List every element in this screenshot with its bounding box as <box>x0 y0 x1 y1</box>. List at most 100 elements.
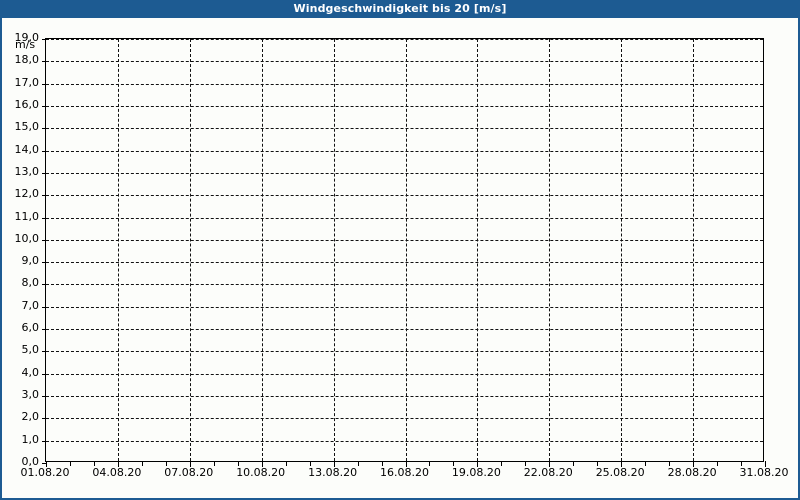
gridline-vertical <box>621 39 623 461</box>
x-axis-tick-minor <box>429 461 431 466</box>
y-axis-tick <box>42 396 46 398</box>
x-axis-tick-minor <box>453 461 455 466</box>
gridline-vertical <box>189 39 191 461</box>
gridline-horizontal <box>46 105 763 107</box>
gridline-horizontal <box>46 195 763 197</box>
gridline-horizontal <box>46 83 763 85</box>
x-axis-tick-label: 31.08.20 <box>739 466 789 479</box>
gridline-horizontal <box>46 217 763 219</box>
y-axis-tick-label: 7,0 <box>21 298 40 312</box>
x-axis-tick-major <box>333 461 335 467</box>
x-axis-tick-minor <box>669 461 671 466</box>
x-axis-tick-minor <box>165 461 167 466</box>
x-axis-tick-minor <box>237 461 239 466</box>
y-axis-tick-label: 14,0 <box>14 142 40 156</box>
x-axis-tick-major <box>765 461 766 467</box>
x-axis-tick-minor <box>381 461 383 466</box>
gridline-vertical <box>405 39 407 461</box>
y-axis-tick-label: 1,0 <box>21 432 40 446</box>
window-title-bar: Windgeschwindigkeit bis 20 [m/s] <box>0 0 800 18</box>
x-axis-tick-minor <box>525 461 527 466</box>
x-axis-tick-major <box>261 461 263 467</box>
x-axis-tick-major <box>477 461 479 467</box>
y-axis-tick <box>42 217 46 219</box>
y-axis-tick-label: 9,0 <box>21 254 40 268</box>
x-axis-tick-minor <box>573 461 575 466</box>
x-axis-tick-major <box>549 461 551 467</box>
x-axis-tick-major <box>46 461 47 467</box>
x-axis-tick-label: 25.08.20 <box>595 466 645 479</box>
y-axis-tick-label: 13,0 <box>14 164 40 178</box>
x-axis-tick-minor <box>717 461 719 466</box>
y-axis-tick <box>42 128 46 130</box>
y-axis-tick <box>42 39 46 40</box>
x-axis-tick-label: 16.08.20 <box>380 466 429 479</box>
y-axis-tick <box>42 239 46 241</box>
x-axis-tick-minor <box>645 461 647 466</box>
y-axis-tick-label: 10,0 <box>14 231 40 245</box>
y-axis-tick <box>42 105 46 107</box>
y-axis-tick-label: 18,0 <box>14 53 40 67</box>
x-axis-tick-label: 22.08.20 <box>523 466 573 479</box>
y-axis-tick-label: 5,0 <box>21 343 40 357</box>
y-axis-tick-label: 17,0 <box>14 75 40 89</box>
x-axis-tick-label: 01.08.20 <box>20 466 70 479</box>
y-axis-tick-label: 0,0 <box>21 455 40 468</box>
x-axis-tick-major <box>405 461 407 467</box>
gridline-vertical <box>261 39 263 461</box>
x-axis-tick-minor <box>357 461 359 466</box>
y-axis-tick-label: 11,0 <box>14 209 40 223</box>
gridline-vertical <box>549 39 551 461</box>
y-axis-tick <box>42 83 46 85</box>
y-axis-tick-label: 8,0 <box>21 276 40 290</box>
y-axis-tick <box>42 195 46 197</box>
gridline-horizontal <box>46 39 763 40</box>
y-axis-tick <box>42 306 46 308</box>
y-axis-tick-label: 12,0 <box>14 187 40 201</box>
x-axis-tick-major <box>117 461 119 467</box>
gridline-horizontal <box>46 172 763 174</box>
plot-area <box>42 38 766 467</box>
gridline-horizontal <box>46 239 763 241</box>
x-axis-tick-minor <box>741 461 743 466</box>
y-axis-unit-label: m/s <box>15 38 36 51</box>
y-axis-tick <box>42 172 46 174</box>
gridline-vertical <box>333 39 335 461</box>
x-axis-tick-major <box>621 461 623 467</box>
gridline-horizontal <box>46 61 763 63</box>
y-axis-tick <box>42 418 46 420</box>
gridline-horizontal <box>46 440 763 442</box>
y-axis-tick-label: 6,0 <box>21 321 40 335</box>
gridline-horizontal <box>46 373 763 375</box>
page-title: Windgeschwindigkeit bis 20 [m/s] <box>293 2 507 15</box>
x-axis-tick-major <box>693 461 695 467</box>
x-axis-tick-minor <box>141 461 143 466</box>
x-axis-tick-minor <box>285 461 287 466</box>
y-axis-tick <box>42 262 46 264</box>
x-axis-tick-minor <box>597 461 599 466</box>
x-axis-tick-minor <box>93 461 95 466</box>
x-axis-tick-minor <box>309 461 311 466</box>
gridline-vertical <box>693 39 695 461</box>
y-axis-tick <box>42 351 46 353</box>
gridline-horizontal <box>46 128 763 130</box>
y-axis-tick-label: 15,0 <box>14 120 40 134</box>
x-axis-tick-minor <box>213 461 215 466</box>
gridline-horizontal <box>46 262 763 264</box>
x-axis-tick-label: 13.08.20 <box>308 466 358 479</box>
y-axis-tick-label: 3,0 <box>21 388 40 402</box>
gridline-vertical <box>117 39 119 461</box>
y-axis-tick <box>42 284 46 286</box>
y-axis-tick <box>42 440 46 442</box>
gridline-horizontal <box>46 351 763 353</box>
x-axis-tick-minor <box>501 461 503 466</box>
y-axis-tick-label: 16,0 <box>14 97 40 111</box>
gridline-horizontal <box>46 396 763 398</box>
gridline-horizontal <box>46 418 763 420</box>
y-axis-tick <box>42 329 46 331</box>
x-axis-tick-label: 19.08.20 <box>451 466 501 479</box>
y-axis-tick <box>42 150 46 152</box>
y-axis-tick <box>42 373 46 375</box>
y-axis-tick-label: 2,0 <box>21 410 40 424</box>
